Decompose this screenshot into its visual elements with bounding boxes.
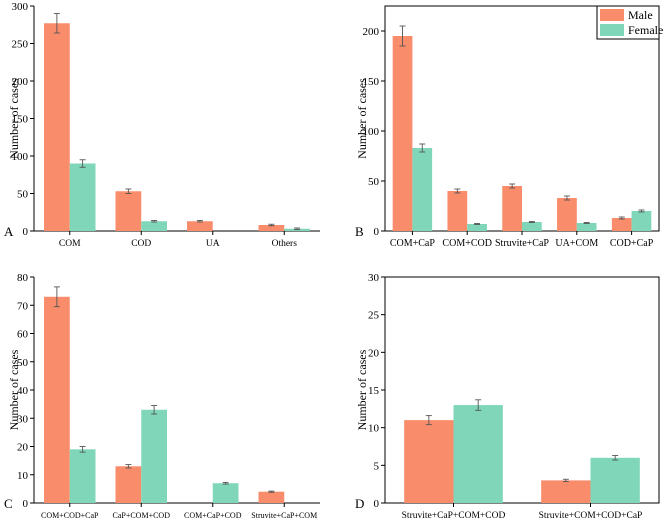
y-tick-label: 50	[17, 357, 29, 369]
bar-male	[187, 221, 213, 231]
bar-male	[392, 36, 413, 231]
y-tick-label: 150	[12, 114, 29, 126]
y-tick-label: 300	[12, 1, 29, 13]
y-axis-label: Number of cases	[355, 78, 369, 159]
y-axis-label: Number of cases	[355, 349, 369, 430]
y-tick-label: 70	[17, 300, 29, 312]
y-tick-label: 10	[17, 470, 29, 482]
bar-female	[576, 223, 597, 231]
x-tick-label: Struvite+CaP+COM+COD	[402, 511, 506, 520]
x-tick-label: COM+CaP+COD	[184, 511, 242, 520]
y-tick-label: 50	[368, 176, 380, 188]
bar-male	[447, 191, 468, 231]
x-tick-label: UA	[206, 239, 220, 249]
legend-swatch-female	[600, 24, 624, 36]
y-tick-label: 20	[368, 347, 380, 359]
bar-male	[44, 296, 70, 503]
bar-female	[590, 457, 640, 503]
y-tick-label: 30	[368, 272, 380, 284]
bar-female	[212, 483, 239, 503]
panel-label: C	[4, 496, 13, 511]
bar-female	[69, 449, 96, 503]
y-axis-label: Number of cases	[7, 78, 21, 159]
bar-male	[557, 198, 577, 231]
bar-female	[141, 409, 167, 503]
bar-female	[522, 222, 542, 231]
bar-male	[44, 23, 70, 231]
bar-male	[115, 191, 142, 231]
y-axis-label: Number of cases	[7, 349, 21, 430]
y-tick-label: 0	[374, 498, 380, 510]
bar-female	[467, 224, 487, 231]
legend-female-label: Female	[628, 23, 663, 37]
x-tick-label: COM+COD+CaP	[41, 511, 99, 520]
y-tick-label: 15	[368, 385, 380, 397]
y-tick-label: 150	[363, 76, 380, 88]
y-tick-label: 0	[374, 226, 380, 238]
x-tick-label: COM+CaP	[390, 238, 436, 249]
x-tick-label: Others	[272, 239, 298, 249]
bar-male	[115, 466, 142, 503]
x-tick-label: COM	[59, 239, 81, 249]
x-tick-label: COM+COD	[442, 238, 492, 249]
bar-male	[611, 218, 632, 231]
panel-label: B	[355, 224, 364, 239]
bar-male	[404, 420, 454, 503]
y-tick-label: 25	[368, 310, 380, 322]
y-tick-label: 60	[17, 329, 29, 341]
y-tick-label: 0	[23, 498, 29, 510]
x-tick-label: Struvite+CaP	[495, 238, 549, 249]
bar-male	[258, 491, 285, 503]
y-tick-label: 50	[17, 189, 29, 201]
y-tick-label: 10	[368, 423, 380, 435]
bar-female	[631, 211, 652, 231]
x-tick-label: COD	[131, 239, 151, 249]
legend-male-label: Male	[628, 8, 653, 22]
y-tick-label: 100	[363, 126, 380, 138]
bar-female	[412, 148, 433, 231]
bar-female	[453, 405, 503, 503]
y-tick-label: 0	[23, 226, 29, 238]
y-tick-label: 30	[17, 413, 29, 425]
y-tick-label: 40	[17, 385, 29, 397]
y-tick-label: 80	[17, 272, 29, 284]
y-tick-label: 200	[363, 26, 380, 38]
bar-female	[69, 163, 96, 231]
x-tick-label: UA+COM	[555, 238, 598, 249]
x-tick-label: CaP+COM+COD	[113, 511, 171, 520]
x-tick-label: COD+CaP	[610, 238, 654, 249]
y-tick-label: 20	[17, 442, 29, 454]
x-tick-label: Struvite+CaP+COM	[251, 511, 317, 520]
y-tick-label: 100	[12, 151, 29, 163]
y-tick-label: 250	[12, 39, 29, 51]
panel-label: A	[4, 224, 14, 239]
bar-male	[541, 480, 591, 503]
bar-female	[141, 221, 167, 231]
panel-label: D	[355, 496, 364, 511]
y-tick-label: 5	[374, 460, 380, 472]
legend-swatch-male	[600, 9, 624, 21]
bar-male	[258, 225, 285, 231]
x-tick-label: Struvite+COM+COD+CaP	[539, 511, 643, 520]
y-tick-label: 200	[12, 76, 29, 88]
bar-male	[502, 186, 522, 231]
